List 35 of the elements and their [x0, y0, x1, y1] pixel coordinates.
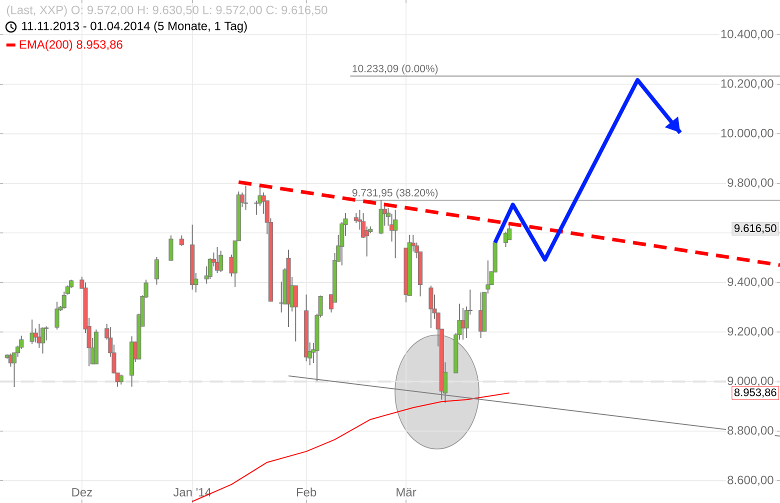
- candlestick: [44, 326, 49, 341]
- candlestick: [168, 234, 174, 261]
- y-tick-label: 9.000,00: [728, 376, 774, 387]
- x-tick-label: Jan '14: [173, 488, 212, 496]
- candlestick: [460, 307, 466, 340]
- candlestick: [40, 326, 46, 354]
- candlestick: [30, 319, 34, 344]
- candlestick: [244, 185, 248, 210]
- y-tick-label: 8.800,00: [728, 426, 774, 436]
- annotation: 9.616,50: [734, 224, 776, 234]
- y-tick-label: 10.000,00: [721, 128, 774, 139]
- y-tick-label: 9.200,00: [728, 327, 774, 337]
- x-tick-label: Mär: [396, 488, 416, 496]
- legend-label: EMA(200) 8.953,86: [20, 40, 122, 52]
- ref-line-label: 9.731,95 (38.20%): [352, 188, 438, 199]
- annotation: 8.953,86: [734, 388, 776, 398]
- y-tick-label: 8.600,00: [728, 476, 774, 486]
- candlestick: [54, 301, 60, 330]
- line-series: [192, 392, 510, 502]
- candlestick: [118, 374, 124, 386]
- candlestick: [393, 209, 398, 259]
- candlestick: [293, 285, 298, 342]
- candlestick: [428, 285, 434, 329]
- candlestick: [179, 234, 184, 246]
- y-tick-label: 10.400,00: [721, 30, 774, 40]
- candlestick: [218, 250, 224, 273]
- ref-line-label: 10.233,09 (0.00%): [352, 64, 438, 74]
- x-tick-label: Dez: [72, 488, 92, 496]
- candlestick: [154, 256, 159, 286]
- x-tick-label: Feb: [296, 488, 316, 496]
- chart-title: (Last, XXP) O: 9.572,00 H: 9.630,50 L: 9.572,00 C: 9.616,50: [6, 5, 328, 17]
- y-tick-label: 9.400,00: [728, 278, 774, 288]
- y-tick-label: 9.800,00: [728, 178, 774, 188]
- y-tick-label: 10.200,00: [721, 79, 774, 90]
- text: 11.11.2013 - 01.04.2014 (5 Monate, 1 Tag): [22, 21, 247, 33]
